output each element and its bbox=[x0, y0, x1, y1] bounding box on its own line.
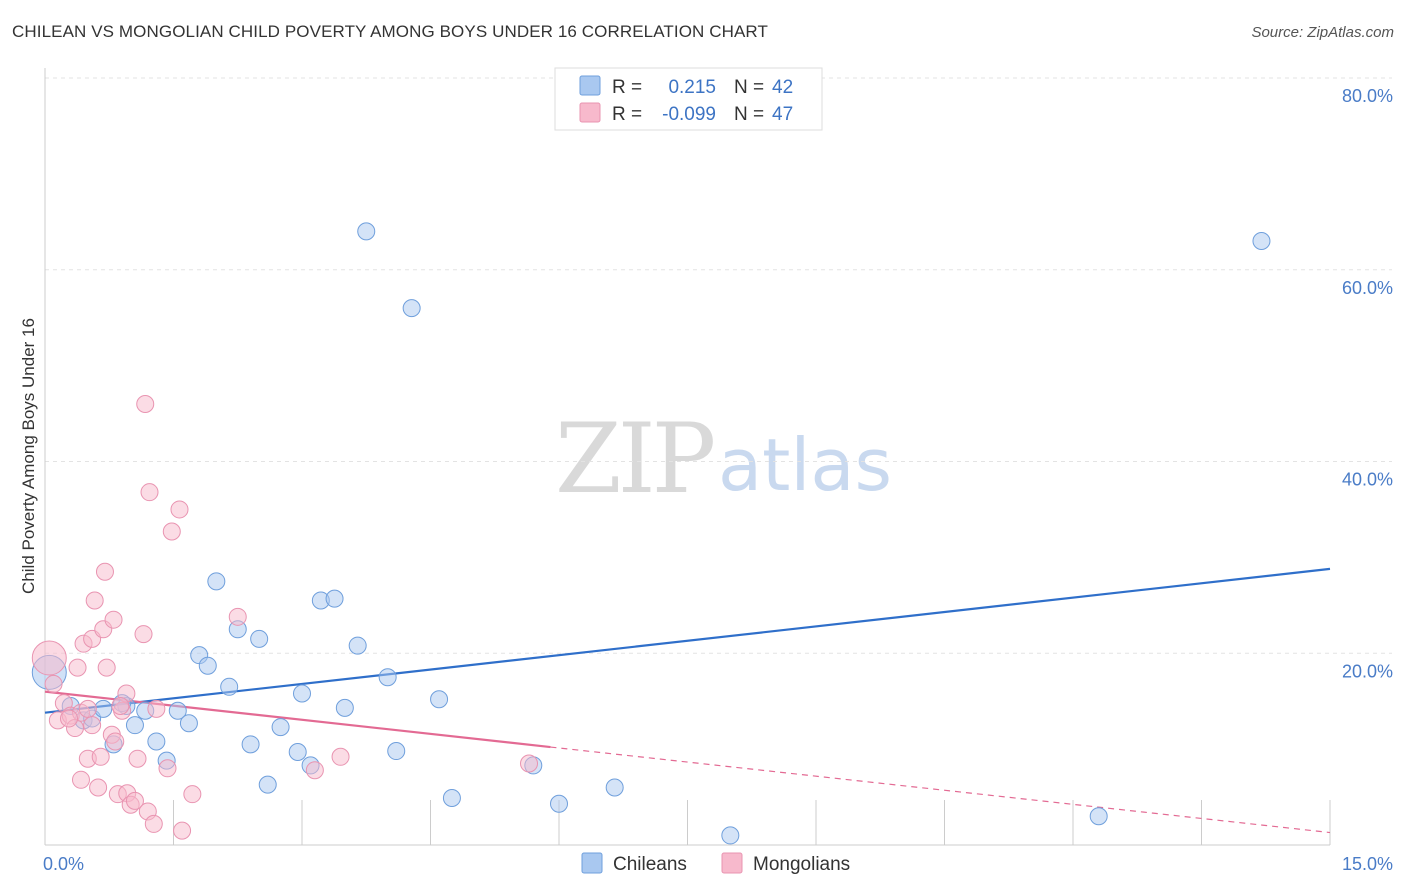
point-chileans-32 bbox=[430, 690, 449, 709]
y-tick-label-60: 60.0% bbox=[1342, 278, 1393, 298]
point-mongolians-35 bbox=[158, 759, 177, 778]
point-mongolians-45 bbox=[83, 716, 102, 735]
legend-n-label-2: N = bbox=[734, 104, 764, 125]
point-chileans-6 bbox=[125, 716, 144, 735]
point-chileans-14 bbox=[207, 572, 226, 591]
legend-r-value-2: -0.099 bbox=[662, 104, 716, 125]
bottom-legend-label-mongolians: Mongolians bbox=[753, 854, 850, 875]
point-mongolians-29 bbox=[134, 625, 153, 644]
point-chileans-17 bbox=[241, 735, 260, 754]
legend-r-label-2: R = bbox=[612, 104, 642, 125]
point-mongolians-39 bbox=[183, 785, 202, 804]
point-chileans-10 bbox=[168, 701, 187, 720]
point-mongolians-30 bbox=[136, 394, 155, 413]
legend-n-value-1: 42 bbox=[772, 77, 793, 98]
trend-line-mongolians-extension bbox=[550, 746, 1331, 834]
point-mongolians-8 bbox=[68, 658, 87, 677]
chart-title: CHILEAN VS MONGOLIAN CHILD POVERTY AMONG… bbox=[12, 22, 768, 41]
point-chileans-33 bbox=[442, 789, 461, 808]
legend-swatch-mongolians bbox=[579, 102, 601, 123]
bottom-legend: Chileans Mongolians bbox=[581, 852, 850, 875]
point-mongolians-36 bbox=[162, 522, 181, 541]
point-mongolians-21 bbox=[106, 732, 125, 751]
point-mongolians-46 bbox=[111, 696, 130, 715]
point-chileans-28 bbox=[357, 222, 376, 241]
point-mongolians-0 bbox=[31, 640, 67, 676]
point-chileans-26 bbox=[335, 698, 354, 717]
bottom-legend-swatch-chileans bbox=[581, 852, 603, 874]
point-mongolians-43 bbox=[520, 754, 539, 773]
point-chileans-20 bbox=[271, 718, 290, 737]
bottom-legend-label-chileans: Chileans bbox=[613, 854, 687, 875]
point-chileans-19 bbox=[258, 775, 277, 794]
point-mongolians-14 bbox=[89, 778, 108, 797]
point-mongolians-13 bbox=[85, 591, 104, 610]
point-mongolians-40 bbox=[228, 607, 247, 626]
point-chileans-13 bbox=[198, 656, 217, 675]
point-chileans-31 bbox=[402, 299, 421, 318]
point-chileans-39 bbox=[1252, 231, 1271, 250]
y-tick-label-80: 80.0% bbox=[1342, 86, 1393, 106]
x-tick-label-max: 15.0% bbox=[1342, 854, 1393, 874]
point-chileans-3 bbox=[94, 699, 113, 718]
point-mongolians-37 bbox=[170, 500, 189, 519]
legend: R = 0.215 N = 42 R = -0.099 N = 47 bbox=[554, 67, 823, 131]
point-chileans-11 bbox=[179, 714, 198, 733]
y-tick-label-40: 40.0% bbox=[1342, 470, 1393, 490]
point-mongolians-1 bbox=[44, 674, 63, 693]
data-points bbox=[31, 222, 1271, 845]
watermark-zip: ZIP bbox=[555, 403, 714, 515]
x-tick-label-min: 0.0% bbox=[43, 854, 84, 874]
point-chileans-15 bbox=[220, 677, 239, 696]
point-mongolians-33 bbox=[144, 814, 163, 833]
point-chileans-18 bbox=[250, 629, 269, 648]
point-mongolians-32 bbox=[140, 483, 159, 502]
point-mongolians-15 bbox=[91, 747, 110, 766]
point-mongolians-20 bbox=[104, 610, 123, 629]
point-mongolians-7 bbox=[78, 699, 97, 718]
point-chileans-25 bbox=[325, 589, 344, 608]
point-chileans-36 bbox=[605, 778, 624, 797]
point-chileans-37 bbox=[721, 826, 740, 845]
y-tick-label-20: 20.0% bbox=[1342, 661, 1393, 681]
legend-n-value-2: 47 bbox=[772, 104, 793, 125]
axes: 20.0% 40.0% 60.0% 80.0% 0.0% 15.0% bbox=[43, 68, 1393, 874]
point-mongolians-41 bbox=[305, 761, 324, 780]
source-credit: Source: ZipAtlas.com bbox=[1251, 24, 1394, 41]
point-mongolians-18 bbox=[97, 658, 116, 677]
point-mongolians-28 bbox=[128, 749, 147, 768]
legend-n-label-1: N = bbox=[734, 77, 764, 98]
point-chileans-21 bbox=[288, 743, 307, 762]
point-chileans-29 bbox=[378, 668, 397, 687]
point-chileans-27 bbox=[348, 636, 367, 655]
bottom-legend-swatch-mongolians bbox=[721, 852, 743, 874]
point-chileans-30 bbox=[387, 742, 406, 761]
point-chileans-22 bbox=[293, 684, 311, 703]
point-mongolians-27 bbox=[125, 791, 144, 810]
point-mongolians-34 bbox=[147, 699, 166, 718]
point-mongolians-38 bbox=[173, 821, 192, 840]
legend-r-label-1: R = bbox=[612, 77, 642, 98]
point-mongolians-17 bbox=[95, 562, 114, 581]
legend-swatch-chileans bbox=[579, 75, 601, 96]
point-chileans-38 bbox=[1089, 807, 1108, 826]
grid-lines bbox=[45, 77, 1392, 654]
point-mongolians-9 bbox=[71, 770, 90, 789]
legend-r-value-1: 0.215 bbox=[668, 77, 716, 98]
y-axis-label: Child Poverty Among Boys Under 16 bbox=[19, 318, 38, 594]
watermark-atlas: atlas bbox=[718, 423, 892, 507]
point-mongolians-44 bbox=[59, 709, 78, 728]
point-mongolians-42 bbox=[331, 747, 350, 766]
trend-line-chileans bbox=[44, 567, 1331, 714]
point-chileans-8 bbox=[147, 732, 166, 751]
point-chileans-35 bbox=[550, 794, 568, 813]
